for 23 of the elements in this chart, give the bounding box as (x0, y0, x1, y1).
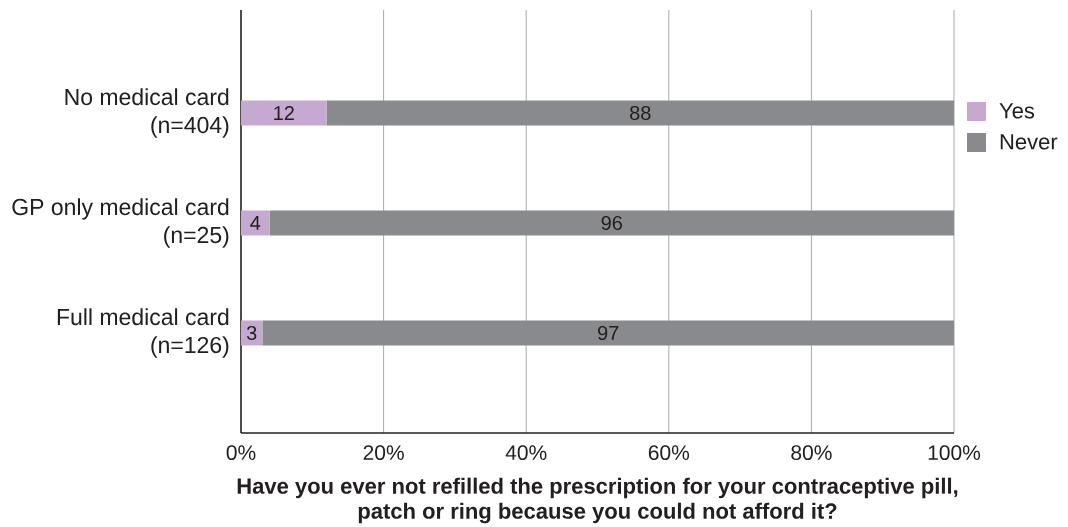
x-tick-label: 100% (928, 445, 981, 461)
data-label: 96 (601, 215, 622, 231)
x-tick-label: 60% (648, 445, 690, 461)
y-tick-label: GP only medical card (n=25) (12, 198, 229, 248)
legend-label: Yes (999, 103, 1035, 119)
x-tick-label: 80% (791, 445, 832, 461)
y-tick-label: Full medical card (n=126) (57, 308, 229, 358)
bar (262, 320, 954, 346)
x-tick-label: 20% (363, 445, 404, 461)
bar (241, 210, 270, 236)
bar (326, 100, 954, 126)
data-label: 3 (246, 325, 257, 341)
data-label: 97 (598, 325, 619, 341)
data-label: 88 (630, 105, 651, 121)
x-tick-label: 40% (505, 445, 547, 461)
x-axis-title: Have you ever not refilled the prescription for your contraceptive pill, patch or ring because you could not afford it? (237, 477, 958, 524)
bar (241, 100, 327, 126)
legend-label: Never (1000, 134, 1058, 150)
y-tick-label: No medical card (n=404) (65, 88, 229, 138)
data-label: 12 (274, 105, 294, 120)
bar (269, 210, 954, 236)
data-label: 4 (250, 216, 261, 230)
x-tick-label: 0% (226, 445, 256, 461)
